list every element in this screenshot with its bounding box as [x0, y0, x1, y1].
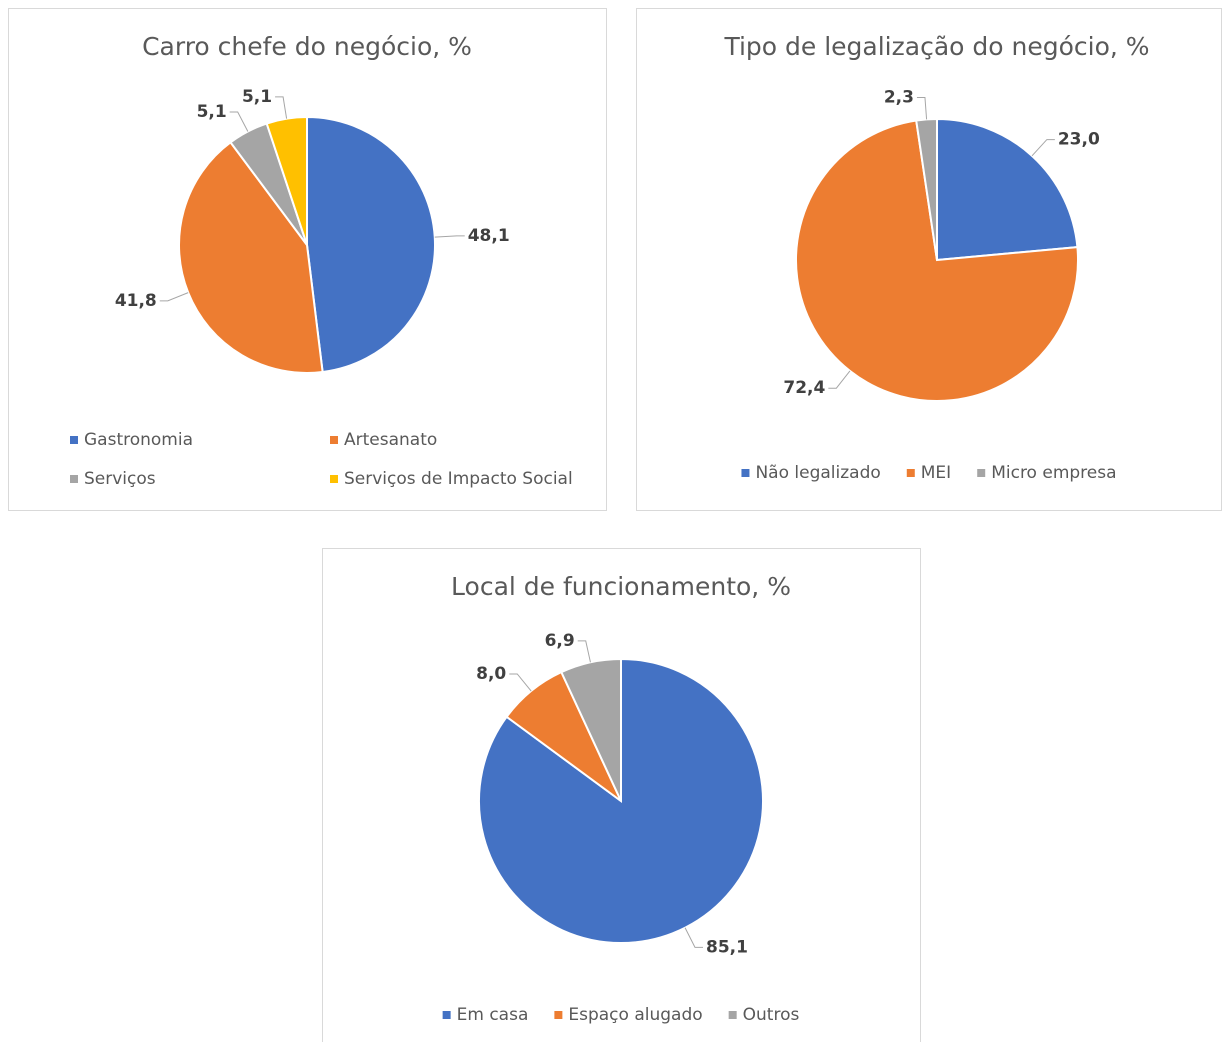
- leader-line: [509, 673, 532, 692]
- data-label: 5,1: [242, 87, 272, 107]
- pie-slice: [795, 119, 1079, 402]
- legend-label: Serviços de Impacto Social: [344, 469, 573, 489]
- legend-swatch: [70, 436, 78, 444]
- legend-swatch: [741, 469, 750, 477]
- leader-line: [434, 235, 465, 238]
- data-label: 41,8: [115, 291, 157, 311]
- legend-label: Em casa: [457, 1005, 529, 1025]
- legend-label: Outros: [743, 1005, 800, 1025]
- leader-line: [684, 927, 703, 948]
- leader-line: [1031, 139, 1055, 157]
- legend-swatch: [330, 436, 338, 444]
- legend-label: MEI: [921, 463, 951, 483]
- data-label: 2,3: [884, 87, 914, 107]
- pie-slice: [560, 657, 622, 802]
- legend-swatch: [728, 1011, 737, 1019]
- pie-slice: [265, 115, 308, 246]
- data-label: 5,1: [197, 102, 227, 122]
- chart-title: Tipo de legalização do negócio, %: [723, 32, 1149, 61]
- chart-title: Carro chefe do negócio, %: [142, 32, 472, 61]
- leader-line: [275, 96, 288, 119]
- legend-swatch: [330, 475, 338, 483]
- data-label: 6,9: [545, 631, 575, 651]
- data-label: 72,4: [783, 378, 825, 398]
- legend-swatch: [977, 469, 986, 477]
- legend-label: Não legalizado: [755, 463, 880, 483]
- legend-label: Micro empresa: [991, 463, 1116, 483]
- legend-label: Gastronomia: [84, 430, 193, 450]
- legend-label: Artesanato: [344, 430, 437, 450]
- legend-label: Serviços: [84, 469, 156, 489]
- data-label: 48,1: [468, 226, 510, 246]
- data-label: 23,0: [1058, 130, 1100, 150]
- pie-slice: [915, 117, 938, 261]
- legend-swatch: [906, 469, 915, 477]
- leader-line: [159, 292, 189, 302]
- leader-line: [828, 370, 851, 389]
- leader-line: [916, 96, 928, 120]
- pie-slice: [306, 115, 436, 374]
- legend-swatch: [442, 1011, 451, 1019]
- legend-swatch: [554, 1011, 563, 1019]
- legend-swatch: [70, 475, 78, 483]
- data-label: 85,1: [706, 937, 748, 957]
- data-label: 8,0: [476, 664, 506, 684]
- leader-line: [577, 640, 591, 663]
- chart-title: Local de funcionamento, %: [451, 572, 791, 601]
- legend-label: Espaço alugado: [568, 1005, 702, 1025]
- leader-line: [229, 111, 249, 132]
- pie-slice: [178, 140, 324, 374]
